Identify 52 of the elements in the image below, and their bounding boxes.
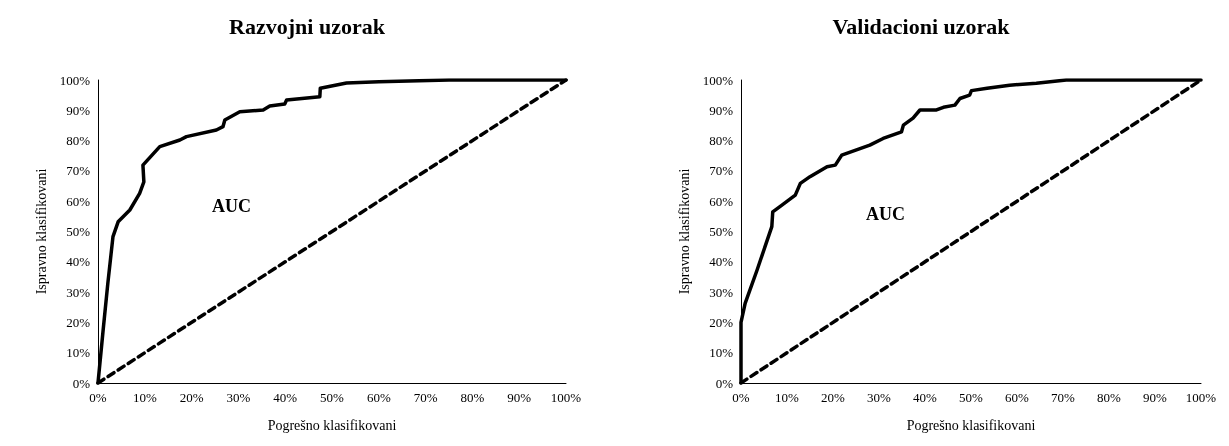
- y-tick-label: 80%: [709, 133, 734, 149]
- y-tick-label: 100%: [59, 72, 91, 88]
- y-tick-label: 60%: [66, 193, 91, 209]
- y-tick-label: 70%: [66, 163, 91, 179]
- y-axis-title: Ispravno klasifikovani: [676, 168, 692, 295]
- x-axis-title: Pogrešno klasifikovani: [267, 417, 397, 433]
- annotation: AUC: [212, 196, 251, 216]
- y-tick-label: 50%: [709, 224, 734, 239]
- y-tick-label: 70%: [709, 163, 734, 179]
- x-tick-label: 70%: [413, 390, 438, 405]
- y-tick-label: 60%: [709, 193, 734, 209]
- x-tick-label: 0%: [732, 390, 750, 405]
- y-tick-label: 40%: [709, 254, 734, 270]
- x-tick-label: 50%: [320, 390, 345, 405]
- annotation: AUC: [866, 204, 905, 224]
- y-tick-label: 30%: [709, 284, 734, 300]
- x-tick-label: 100%: [550, 390, 582, 405]
- x-tick-label: 10%: [132, 390, 157, 405]
- y-tick-label: 10%: [66, 345, 91, 361]
- y-tick-label: 90%: [709, 102, 734, 118]
- y-tick-label: 20%: [66, 314, 91, 330]
- y-tick-label: 90%: [66, 102, 91, 118]
- x-tick-label: 10%: [775, 390, 800, 405]
- x-tick-label: 40%: [913, 390, 938, 405]
- y-tick-label: 20%: [709, 314, 734, 330]
- y-tick-label: 30%: [66, 284, 91, 300]
- x-tick-label: 40%: [273, 390, 298, 405]
- y-tick-label: 40%: [66, 254, 91, 270]
- chart-title: Validacioni uzorak: [832, 13, 1011, 39]
- y-tick-label: 10%: [709, 345, 734, 361]
- x-tick-label: 30%: [867, 390, 892, 405]
- x-tick-label: 100%: [1185, 390, 1217, 405]
- x-axis-title: Pogrešno klasifikovani: [906, 417, 1036, 433]
- x-tick-label: 20%: [179, 390, 204, 405]
- y-tick-label: 0%: [715, 375, 734, 391]
- x-tick-label: 80%: [1097, 390, 1122, 405]
- x-tick-label: 90%: [507, 390, 532, 405]
- x-tick-label: 60%: [366, 390, 391, 405]
- x-tick-label: 50%: [959, 390, 984, 405]
- y-tick-label: 80%: [66, 133, 91, 149]
- y-tick-label: 50%: [66, 224, 91, 239]
- y-tick-label: 100%: [702, 72, 734, 88]
- x-tick-label: 80%: [460, 390, 485, 405]
- x-tick-label: 0%: [89, 390, 107, 405]
- x-tick-label: 20%: [821, 390, 846, 405]
- x-tick-label: 70%: [1051, 390, 1076, 405]
- x-tick-label: 30%: [226, 390, 251, 405]
- chart-title: Razvojni uzorak: [229, 13, 386, 39]
- x-tick-label: 90%: [1143, 390, 1168, 405]
- y-axis-title: Ispravno klasifikovani: [33, 168, 49, 295]
- y-tick-label: 0%: [72, 375, 91, 391]
- x-tick-label: 60%: [1005, 390, 1030, 405]
